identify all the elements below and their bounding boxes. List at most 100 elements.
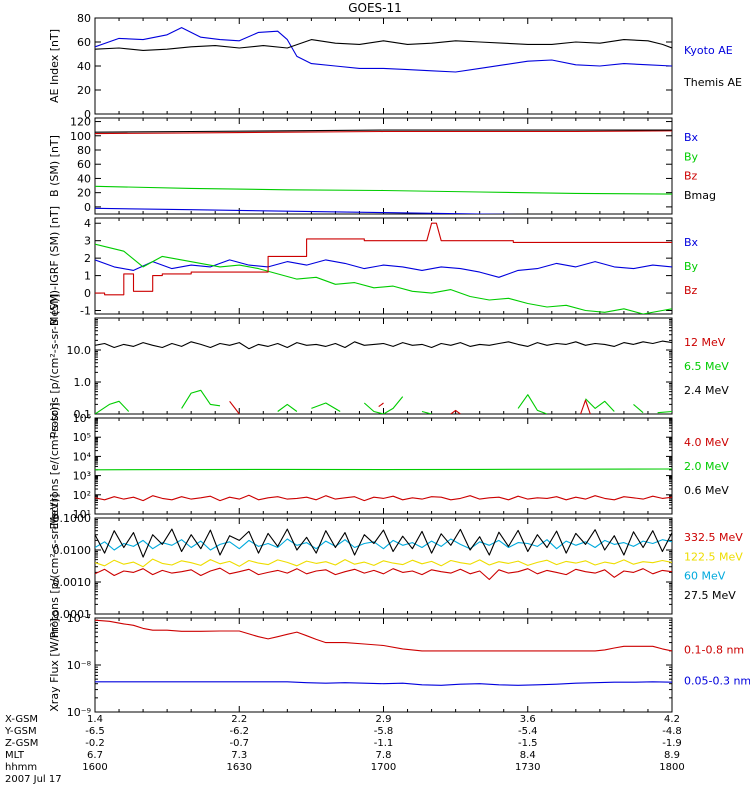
row-label: Z-GSM [5, 738, 38, 749]
y-tick-label: 10⁻⁷ [67, 612, 91, 625]
y-tick-label: 10⁴ [73, 450, 92, 463]
y-tick-label: 20 [77, 84, 91, 97]
series-line-2-4-mev-0 [95, 340, 672, 350]
y-axis-label: B (SM) [nT] [48, 135, 61, 197]
series-line-2-0-mev-0 [95, 468, 672, 471]
footer-value-mlt: 7.3 [231, 750, 247, 761]
footer-value-mlt: 8.4 [520, 750, 536, 761]
footer-value-y-gsm: -5.4 [518, 726, 538, 737]
row-label: hhmm [5, 762, 37, 773]
series-line-by-0 [95, 243, 672, 314]
y-tick-label: 10⁻⁹ [67, 706, 91, 719]
series-line-6-5-mev-1 [181, 389, 221, 409]
series-line-bz-0 [95, 222, 672, 296]
y-tick-label: -1 [80, 305, 91, 318]
legend-label: 0.1-0.8 nm [684, 643, 744, 656]
y-tick-label: 20 [77, 187, 91, 200]
panel-frame [94, 317, 673, 415]
panel-frame [94, 217, 673, 315]
y-tick-label: 60 [77, 36, 91, 49]
footer-value-x-gsm: 2.9 [376, 714, 392, 725]
panel-frame [94, 517, 673, 615]
y-tick-label: 10² [73, 489, 91, 502]
footer-value-y-gsm: -6.5 [85, 726, 105, 737]
y-tick-label: 120 [70, 116, 91, 129]
y-axis-label: Xray Flux [W/m²] [48, 618, 61, 711]
y-tick-label: 4 [84, 217, 91, 230]
panel-frame [94, 17, 673, 115]
y-tick-label: 0 [84, 287, 91, 300]
panel-1: 0 20 40 60 80 AE Index [nT] Kyoto AE Themis AE [48, 12, 742, 121]
y-tick-label: 1 [84, 270, 91, 283]
row-label: Y-GSM [4, 726, 37, 737]
legend-label: Bx [684, 236, 699, 249]
y-axis-label: Protons [p/(cm²-s-sr-MeV)] [48, 494, 61, 639]
panel-5: 10¹ 10² 10³ 10⁴ 10⁵ 10⁶ Electrons [e/(cm²-s-sr… [48, 402, 729, 529]
row-label: MLT [5, 750, 25, 761]
y-axis-label: AE Index [nT] [48, 29, 61, 103]
series-line-6-5-mev-4 [363, 396, 404, 414]
series-group [95, 619, 672, 686]
series-line-bmag-0 [95, 129, 672, 133]
y-tick-label: 0.0100 [53, 544, 92, 557]
footer-value-z-gsm: -0.2 [85, 738, 105, 749]
y-tick-label: 0.0001 [53, 608, 92, 621]
footer-value-mlt: 6.7 [87, 750, 103, 761]
y-tick-label: 60 [77, 158, 91, 171]
y-tick-label: 0 [84, 108, 91, 121]
footer-value-z-gsm: -0.7 [229, 738, 249, 749]
footer-value-x-gsm: 4.2 [664, 714, 680, 725]
series-line-6-5-mev-0 [95, 400, 130, 414]
y-tick-label: 80 [77, 144, 91, 157]
series-group [95, 222, 672, 314]
series-line-12-mev-0 [229, 400, 240, 414]
y-tick-label: 100 [70, 130, 91, 143]
series-group [95, 528, 672, 581]
y-tick-label: 0.1 [74, 408, 92, 421]
footer-value-x-gsm: 1.4 [87, 714, 103, 725]
legend-label: Bz [684, 170, 698, 183]
legend-label: Bmag [684, 189, 716, 202]
y-tick-label: 10⁵ [73, 431, 91, 444]
footer-value-x-gsm: 3.6 [520, 714, 536, 725]
series-line-bx-0 [95, 207, 518, 214]
footer-value-hhmm: 1700 [371, 762, 396, 773]
series-line-27-5-mev-0 [95, 528, 672, 558]
y-tick-label: 0 [84, 201, 91, 214]
date-label: 2007 Jul 17 [5, 774, 62, 785]
figure-title: GOES-11 [348, 1, 402, 15]
footer-value-z-gsm: -1.5 [518, 738, 538, 749]
y-tick-label: 2 [84, 252, 91, 265]
legend-label: 27.5 MeV [684, 589, 736, 602]
legend-label: 4.0 MeV [684, 436, 729, 449]
series-line-122-5-mev-0 [95, 558, 672, 568]
series-line-6-5-mev-6 [517, 394, 548, 414]
legend-label: 6.5 MeV [684, 360, 729, 373]
panel-7: 10⁻⁹ 10⁻⁸ 10⁻⁷ Xray Flux [W/m²] 0.1-0.8 nm 0.… [48, 612, 750, 719]
footer-value-hhmm: 1800 [659, 762, 684, 773]
y-tick-label: 1.0 [74, 376, 92, 389]
legend-label: Bz [684, 284, 698, 297]
legend-label: 0.6 MeV [684, 484, 729, 497]
panel-frame [94, 117, 673, 215]
legend-label: 60 MeV [684, 570, 726, 583]
series-line-6-5-mev-9 [657, 410, 672, 414]
y-axis-label: Protons [p/(cm²-s-sr-MeV)] [48, 294, 61, 439]
series-line-12-mev-2 [450, 409, 461, 414]
series-line-6-5-mev-8 [633, 403, 644, 414]
legend-label: 2.4 MeV [684, 384, 729, 397]
row-label: X-GSM [5, 714, 38, 725]
series-line-bx-0 [95, 259, 672, 278]
series-line-6-5-mev-3 [311, 402, 341, 412]
legend-label: 2.0 MeV [684, 460, 729, 473]
footer-value-y-gsm: -6.2 [229, 726, 249, 737]
series-line-60-mev-0 [95, 538, 672, 551]
series-line-bz-0 [95, 130, 672, 135]
series-line-themis-ae-0 [95, 39, 672, 51]
series-line-12-mev-1 [378, 402, 384, 408]
y-tick-label: 10⁶ [73, 412, 92, 425]
y-tick-label: 40 [77, 172, 91, 185]
